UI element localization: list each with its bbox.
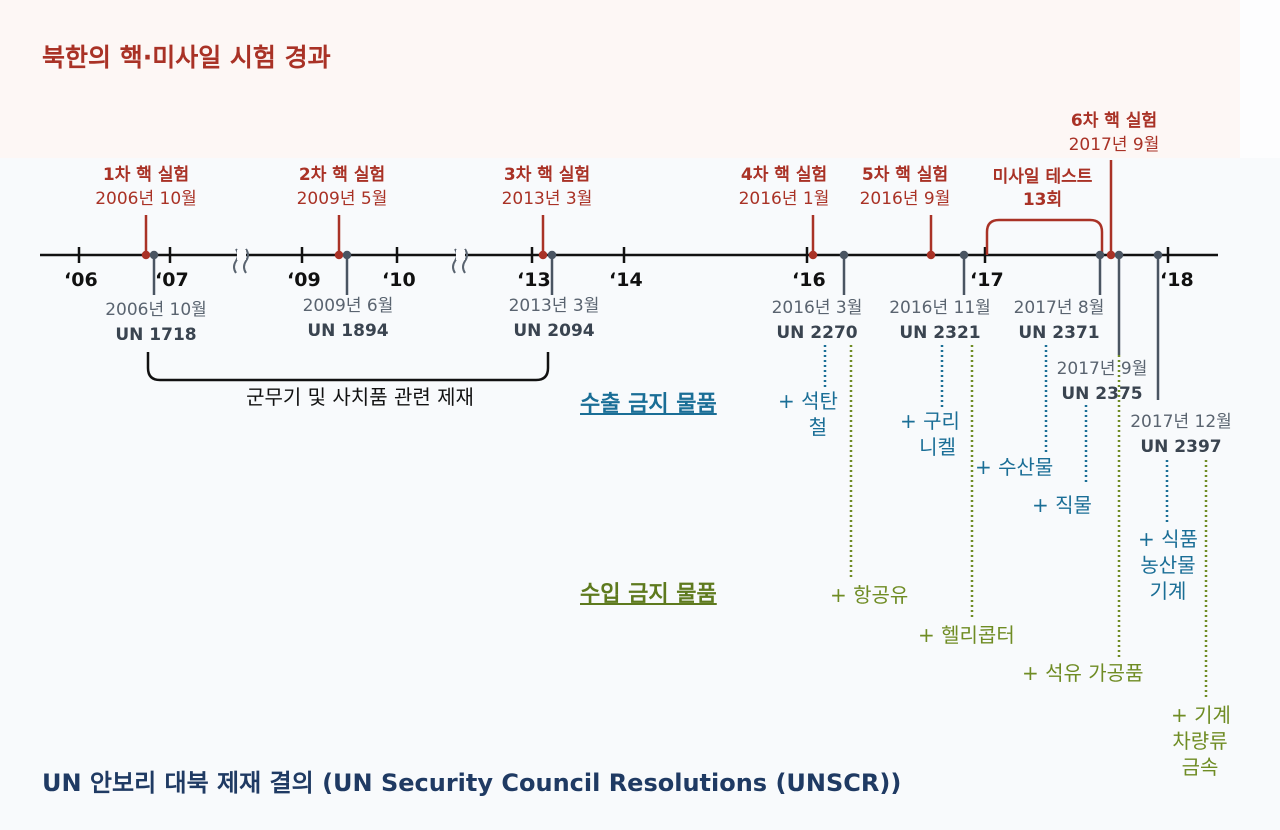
axis-break-gap-1 bbox=[237, 250, 246, 260]
import-item-machine: + 기계 bbox=[1171, 703, 1231, 727]
test-label-3: 3차 핵 실험 bbox=[503, 165, 591, 185]
header-band-gap bbox=[1240, 0, 1280, 158]
year-label-18: ‘18 bbox=[1160, 269, 1194, 291]
missile-test-label: 미사일 테스트 bbox=[992, 167, 1093, 187]
year-label-07: ‘07 bbox=[155, 269, 189, 291]
export-item-copper: + 구리 bbox=[900, 409, 960, 433]
sanctions-note: 군무기 및 사치품 관련 제재 bbox=[246, 385, 474, 409]
resolution-date-1894: 2009년 6월 bbox=[302, 296, 394, 316]
test-label-2: 2차 핵 실험 bbox=[298, 165, 386, 185]
test-dot-5 bbox=[926, 250, 936, 260]
missile-bracket bbox=[985, 218, 1104, 255]
footer-caption: UN 안보리 대북 제재 결의 (UN Security Council Res… bbox=[42, 769, 902, 797]
export-item-machine: 기계 bbox=[1149, 579, 1187, 603]
import-item-helicopter: + 헬리콥터 bbox=[918, 623, 1015, 647]
test-date-4: 2016년 1월 bbox=[738, 189, 830, 209]
resolution-code-2094: UN 2094 bbox=[513, 321, 595, 341]
resolution-code-2371: UN 2371 bbox=[1018, 323, 1100, 343]
year-label-14: ‘14 bbox=[609, 269, 643, 291]
resolution-dot-1894 bbox=[342, 250, 352, 260]
resolution-date-1718: 2006년 10월 bbox=[105, 300, 207, 320]
import-item-petroleum: + 석유 가공품 bbox=[1022, 661, 1144, 685]
resolution-date-2094: 2013년 3월 bbox=[508, 296, 600, 316]
test-dot-6 bbox=[1106, 250, 1116, 260]
resolution-code-2321: UN 2321 bbox=[899, 323, 981, 343]
export-item-agri: 농산물 bbox=[1140, 553, 1196, 577]
import-ban-heading: 수입 금지 물품 bbox=[580, 582, 717, 607]
sanctions-bracket bbox=[146, 352, 550, 382]
test-date-2: 2009년 5월 bbox=[296, 189, 388, 209]
year-label-17: ‘17 bbox=[970, 269, 1004, 291]
resolution-date-2375: 2017년 9월 bbox=[1056, 359, 1148, 379]
resolution-code-1894: UN 1894 bbox=[307, 321, 389, 341]
missile-test-count: 13회 bbox=[1022, 190, 1063, 210]
test-label-6: 6차 핵 실험 bbox=[1070, 111, 1158, 131]
test-label-5: 5차 핵 실험 bbox=[861, 165, 949, 185]
test-date-3: 2013년 3월 bbox=[501, 189, 593, 209]
test-dot-3 bbox=[538, 250, 548, 260]
resolution-code-1718: UN 1718 bbox=[115, 325, 197, 345]
resolution-dot-2270 bbox=[839, 250, 849, 260]
resolution-dot-2371 bbox=[1095, 250, 1105, 260]
header-band bbox=[0, 0, 1240, 158]
resolution-code-2397: UN 2397 bbox=[1140, 437, 1222, 457]
test-date-6: 2017년 9월 bbox=[1068, 135, 1160, 155]
resolution-date-2397: 2017년 12월 bbox=[1130, 412, 1232, 432]
axis-break-gap-2 bbox=[456, 250, 465, 260]
test-dot-1 bbox=[141, 250, 151, 260]
resolution-dot-2397 bbox=[1153, 250, 1163, 260]
resolution-date-2270: 2016년 3월 bbox=[771, 298, 863, 318]
test-date-5: 2016년 9월 bbox=[859, 189, 951, 209]
resolution-date-2371: 2017년 8월 bbox=[1013, 298, 1105, 318]
resolution-date-2321: 2016년 11월 bbox=[889, 298, 991, 318]
year-label-10: ‘10 bbox=[382, 269, 416, 291]
test-label-4: 4차 핵 실험 bbox=[740, 165, 828, 185]
test-date-1: 2006년 10월 bbox=[95, 189, 197, 209]
year-label-06: ‘06 bbox=[64, 269, 98, 291]
export-item-iron: 철 bbox=[808, 415, 828, 439]
resolution-code-2375: UN 2375 bbox=[1061, 384, 1143, 404]
resolution-dot-2321 bbox=[959, 250, 969, 260]
import-item-metal: 금속 bbox=[1181, 755, 1219, 779]
export-item-textile: + 직물 bbox=[1032, 493, 1092, 517]
body-band bbox=[0, 158, 1280, 830]
test-dot-2 bbox=[334, 250, 344, 260]
export-item-coal: + 석탄 bbox=[778, 389, 838, 413]
export-item-nickel: 니켈 bbox=[919, 435, 956, 459]
resolution-code-2270: UN 2270 bbox=[776, 323, 858, 343]
page-title: 북한의 핵·미사일 시험 경과 bbox=[42, 43, 331, 72]
export-item-seafood: + 수산물 bbox=[975, 455, 1054, 479]
year-label-13: ‘13 bbox=[517, 269, 551, 291]
export-ban-heading: 수출 금지 물품 bbox=[580, 392, 717, 417]
import-item-vehicles: 차량류 bbox=[1172, 729, 1228, 753]
test-dot-4 bbox=[808, 250, 818, 260]
resolution-dot-2094 bbox=[547, 250, 557, 260]
export-item-food: + 식품 bbox=[1138, 527, 1198, 551]
test-label-1: 1차 핵 실험 bbox=[102, 165, 190, 185]
resolution-dot-1718 bbox=[149, 250, 159, 260]
year-label-16: ‘16 bbox=[792, 269, 826, 291]
year-label-09: ‘09 bbox=[287, 269, 321, 291]
resolution-dot-2375 bbox=[1114, 250, 1124, 260]
import-item-jetfuel: + 항공유 bbox=[830, 583, 909, 607]
